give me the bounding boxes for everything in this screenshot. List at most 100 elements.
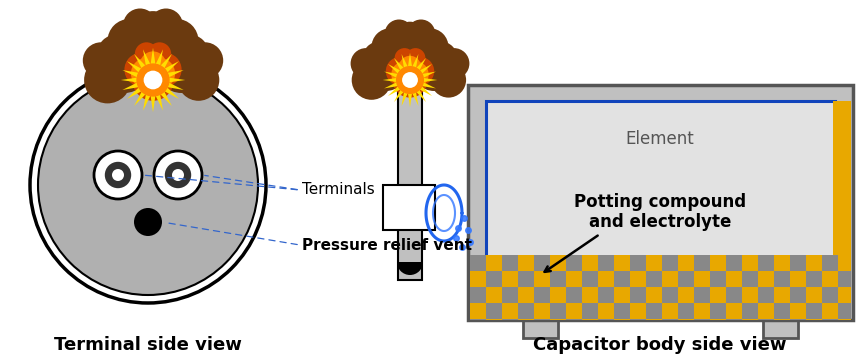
Text: Terminal side view: Terminal side view [54, 336, 242, 354]
Bar [694, 287, 710, 303]
Circle shape [394, 22, 427, 55]
Bar [598, 255, 614, 271]
Circle shape [352, 60, 391, 100]
Bar [646, 303, 662, 319]
Circle shape [165, 162, 191, 188]
Bar [398, 85, 422, 280]
Circle shape [407, 20, 435, 48]
Bar [502, 255, 518, 271]
Circle shape [363, 41, 396, 75]
Circle shape [140, 51, 166, 77]
Bar [582, 303, 598, 319]
Circle shape [424, 41, 458, 75]
Circle shape [384, 20, 414, 48]
Text: Potting compound
and electrolyte: Potting compound and electrolyte [574, 192, 746, 231]
Circle shape [38, 75, 258, 295]
Circle shape [131, 58, 162, 89]
Polygon shape [120, 48, 185, 112]
Bar [646, 271, 662, 287]
Circle shape [133, 11, 173, 50]
Bar [774, 271, 790, 287]
Text: Element: Element [625, 130, 694, 148]
Circle shape [30, 67, 266, 303]
Bar [486, 101, 835, 304]
Bar [790, 255, 806, 271]
Circle shape [125, 53, 158, 86]
Bar [630, 255, 646, 271]
Bar [630, 319, 646, 320]
Bar [614, 271, 630, 287]
Circle shape [97, 35, 136, 74]
Circle shape [386, 57, 415, 85]
Bar [383, 185, 435, 230]
Bar [518, 303, 534, 319]
Circle shape [399, 56, 421, 78]
Bar [726, 255, 742, 271]
Circle shape [154, 151, 202, 199]
Circle shape [83, 42, 120, 79]
Bar [502, 319, 518, 320]
Circle shape [402, 61, 428, 88]
Circle shape [402, 72, 418, 88]
Bar [726, 319, 742, 320]
Bar [468, 85, 853, 320]
Circle shape [187, 42, 224, 79]
Circle shape [154, 19, 199, 63]
Circle shape [406, 48, 426, 68]
Bar [822, 319, 838, 320]
Bar [534, 319, 550, 320]
Bar [396, 67, 424, 85]
Circle shape [84, 57, 131, 104]
Bar [566, 319, 582, 320]
Bar [470, 255, 486, 271]
Circle shape [105, 162, 132, 188]
Circle shape [178, 59, 219, 101]
Bar [694, 319, 710, 320]
Bar [550, 303, 566, 319]
Circle shape [125, 25, 181, 82]
Bar [710, 271, 726, 287]
Circle shape [112, 169, 124, 181]
Bar [806, 271, 822, 287]
Bar [726, 287, 742, 303]
Bar [694, 255, 710, 271]
Bar [838, 303, 851, 319]
Bar [614, 303, 630, 319]
Bar [822, 255, 838, 271]
Circle shape [144, 58, 175, 89]
Bar [763, 320, 798, 338]
Bar [678, 271, 694, 287]
Circle shape [148, 42, 171, 66]
Bar [774, 303, 790, 319]
Bar [566, 287, 582, 303]
Circle shape [390, 51, 430, 91]
Text: Terminals: Terminals [302, 182, 375, 197]
Polygon shape [383, 53, 437, 107]
Circle shape [396, 66, 424, 94]
Bar [486, 303, 502, 319]
Circle shape [135, 42, 158, 66]
Bar [710, 303, 726, 319]
Circle shape [395, 48, 415, 68]
Circle shape [130, 46, 176, 93]
Bar [598, 287, 614, 303]
Bar [582, 271, 598, 287]
Bar [486, 271, 502, 287]
Circle shape [123, 9, 157, 42]
Circle shape [94, 151, 142, 199]
Bar [396, 67, 424, 85]
Circle shape [386, 34, 434, 82]
Bar [763, 320, 798, 338]
Bar [383, 185, 435, 230]
Circle shape [439, 48, 470, 79]
Bar [550, 271, 566, 287]
Circle shape [148, 53, 181, 86]
Circle shape [431, 62, 466, 97]
Circle shape [392, 62, 427, 97]
Bar [518, 271, 534, 287]
Circle shape [351, 48, 381, 79]
Bar [502, 287, 518, 303]
Circle shape [132, 59, 174, 101]
Circle shape [172, 169, 184, 181]
Bar [833, 101, 851, 304]
